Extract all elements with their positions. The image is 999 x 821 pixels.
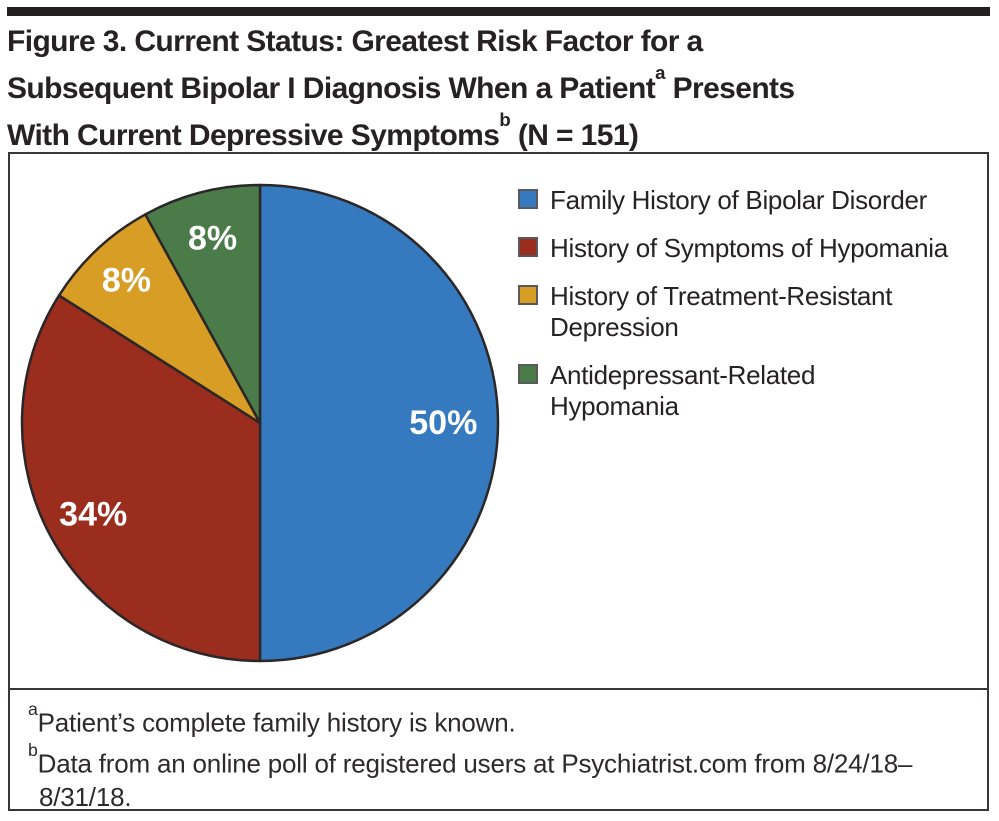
legend-label: History of Treatment-Resistant Depression xyxy=(550,281,892,343)
figure-title-line: Subsequent Bipolar I Diagnosis When a Pa… xyxy=(7,61,795,105)
legend-item: Family History of Bipolar Disorder xyxy=(518,185,980,216)
footnote-superscript: a xyxy=(28,698,38,719)
legend-label-line: Antidepressant-Related xyxy=(550,360,816,390)
chart-area: 50% 34% 8% 8% Family History of Bipolar Dis… xyxy=(10,154,987,690)
legend-label-line: Family History of Bipolar Disorder xyxy=(550,185,928,215)
legend-swatch xyxy=(518,364,538,384)
legend-label-line: History of Treatment-Resistant xyxy=(550,281,893,311)
footnote-superscript: b xyxy=(28,739,38,760)
pie-data-label: 8% xyxy=(102,262,151,300)
legend-label-line: History of Symptoms of Hypomania xyxy=(550,233,948,263)
legend-item: History of Treatment-Resistant Depression xyxy=(518,281,980,343)
title-superscript: b xyxy=(499,108,511,130)
legend-label: Family History of Bipolar Disorder xyxy=(550,185,927,216)
legend: Family History of Bipolar Disorder Histor… xyxy=(518,185,980,439)
pie-data-label: 34% xyxy=(59,496,127,534)
pie-data-label: 50% xyxy=(409,404,477,442)
legend-swatch xyxy=(518,285,538,305)
legend-label-line: Hypomania xyxy=(550,391,679,421)
legend-item: Antidepressant-Related Hypomania xyxy=(518,360,980,422)
legend-label: History of Symptoms of Hypomania xyxy=(550,233,948,264)
pie-slice xyxy=(144,183,262,425)
footnote: bData from an online poll of registered … xyxy=(28,739,913,813)
footnote: aPatient’s complete family history is kn… xyxy=(28,698,516,738)
footnotes: aPatient’s complete family history is kn… xyxy=(10,690,987,814)
figure-title-line: Figure 3. Current Status: Greatest Risk … xyxy=(7,25,703,58)
legend-swatch xyxy=(518,237,538,257)
pie-data-label: 8% xyxy=(188,220,237,258)
pie-chart: 50% 34% 8% 8% xyxy=(20,183,500,663)
figure-panel: 50% 34% 8% 8% Family History of Bipolar Dis… xyxy=(8,152,989,814)
legend-swatch xyxy=(518,189,538,209)
legend-label-line: Depression xyxy=(550,312,679,342)
legend-label: Antidepressant-Related Hypomania xyxy=(550,360,815,422)
pie-slice xyxy=(57,213,262,425)
legend-item: History of Symptoms of Hypomania xyxy=(518,233,980,264)
figure-title-line: With Current Depressive Symptomsb (N = 1… xyxy=(7,108,639,152)
figure-top-rule xyxy=(7,7,990,16)
title-superscript: a xyxy=(655,61,665,83)
pie-slice xyxy=(20,294,262,663)
pie-slice xyxy=(258,183,500,663)
figure-title: Figure 3. Current Status: Greatest Risk … xyxy=(7,22,995,155)
